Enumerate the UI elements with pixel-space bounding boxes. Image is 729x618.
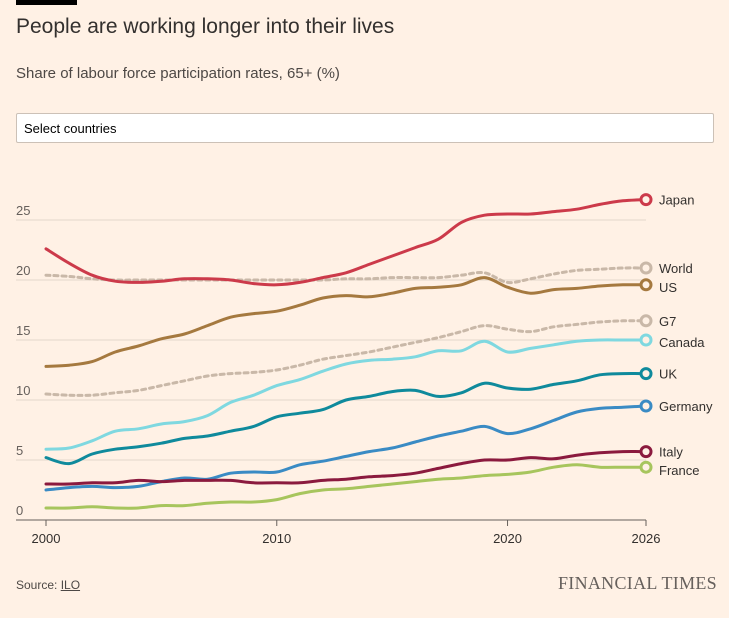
y-tick-label: 0 [16, 503, 23, 518]
end-marker-italy [639, 445, 653, 459]
series-label-world: World [659, 261, 693, 276]
y-tick-label: 10 [16, 383, 30, 398]
y-tick-label: 25 [16, 203, 30, 218]
series-label-uk: UK [659, 367, 677, 382]
source-note: Source: ILO [16, 578, 80, 592]
series-label-germany: Germany [659, 399, 713, 414]
series-label-france: France [659, 463, 699, 478]
y-tick-label: 15 [16, 323, 30, 338]
end-marker-germany [639, 399, 653, 413]
source-label: Source: [16, 578, 58, 592]
series-labels: Japan World US G7 Canada UK Germany Italy France [639, 193, 713, 478]
country-select-placeholder: Select countries [24, 121, 117, 136]
y-tick-label: 20 [16, 263, 30, 278]
end-marker-uk [639, 367, 653, 381]
end-marker-world [639, 261, 653, 275]
series-line-world [44, 266, 648, 285]
series-line-japan [44, 198, 648, 287]
end-marker-japan [639, 193, 653, 207]
series-line-g7 [44, 319, 648, 397]
series-line-germany [44, 404, 648, 492]
chart-subtitle: Share of labour force participation rate… [16, 65, 340, 82]
chart-title: People are working longer into their liv… [16, 15, 395, 38]
series-line-italy [44, 450, 648, 486]
x-axis: 2000 2010 2020 2026 [32, 520, 661, 546]
end-marker-canada [639, 333, 653, 347]
series-line-france [44, 463, 648, 510]
end-marker-g7 [639, 314, 653, 328]
series-line-uk [44, 372, 648, 466]
x-tick-label: 2026 [632, 531, 661, 546]
country-select[interactable]: Select countries [16, 113, 714, 143]
x-tick-label: 2010 [262, 531, 291, 546]
x-tick-label: 2020 [493, 531, 522, 546]
source-link[interactable]: ILO [60, 578, 81, 592]
x-tick-label: 2000 [32, 531, 61, 546]
end-marker-us [639, 278, 653, 292]
series-label-canada: Canada [659, 335, 705, 350]
line-chart: 0 5 10 15 20 25 Japan World US G7 Canada UK Germany… [16, 193, 713, 546]
series-label-italy: Italy [659, 445, 683, 460]
y-tick-label: 5 [16, 443, 23, 458]
gridlines: 0 5 10 15 20 25 [16, 203, 646, 521]
ft-logo: FINANCIAL TIMES [557, 573, 717, 593]
series-line-us [44, 276, 648, 368]
series-label-us: US [659, 280, 677, 295]
brand-bar [16, 0, 77, 5]
end-marker-france [639, 460, 653, 474]
series-line-canada [44, 338, 648, 451]
series-label-japan: Japan [659, 193, 694, 208]
series-label-g7: G7 [659, 314, 676, 329]
series-lines [44, 198, 648, 510]
